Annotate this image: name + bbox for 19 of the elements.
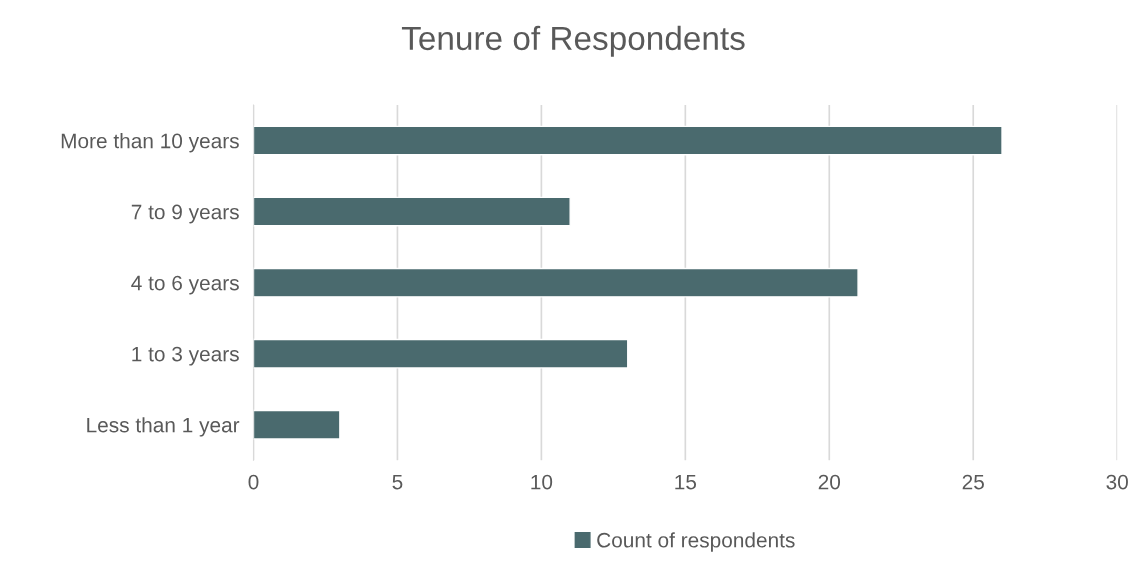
x-tick-label: 0 bbox=[248, 474, 259, 490]
x-tick-label: 15 bbox=[675, 474, 697, 490]
x-tick-label: 30 bbox=[1106, 474, 1128, 490]
x-tick-label: 10 bbox=[531, 474, 553, 490]
x-tick-label: 5 bbox=[392, 474, 403, 490]
y-tick-label: 1 to 3 years bbox=[132, 346, 239, 366]
x-tick-label: 20 bbox=[818, 474, 841, 490]
y-tick-label: 7 to 9 years bbox=[131, 204, 239, 224]
bar bbox=[253, 409, 341, 440]
y-tick-label: Less than 1 year bbox=[87, 417, 240, 437]
y-tick-label: 4 to 6 years bbox=[131, 275, 239, 295]
x-tick-label: 25 bbox=[962, 474, 984, 490]
chart-title: Tenure of Respondents bbox=[401, 25, 745, 57]
bar bbox=[253, 338, 629, 369]
bar bbox=[253, 125, 1003, 156]
bar bbox=[253, 267, 859, 298]
bar bbox=[253, 196, 571, 227]
legend-label: Count of respondents bbox=[597, 532, 795, 552]
y-tick-label: More than 10 years bbox=[61, 133, 239, 153]
